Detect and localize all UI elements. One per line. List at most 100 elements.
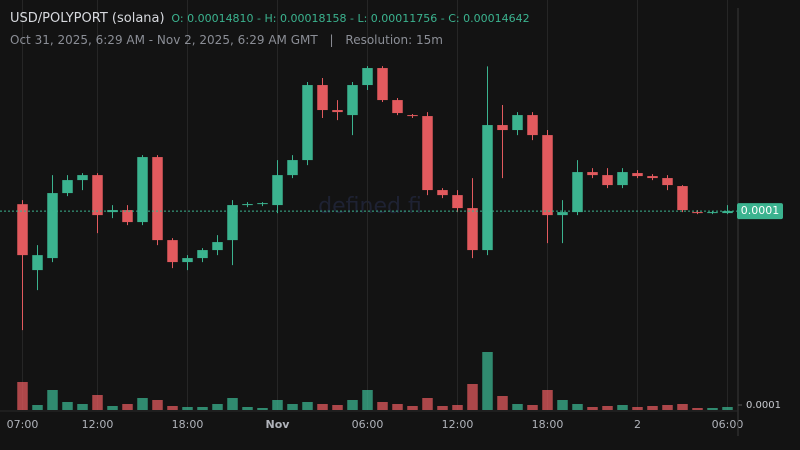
candle-body — [647, 176, 658, 179]
candle-body — [527, 115, 538, 136]
volume-bar — [137, 398, 148, 410]
candle-body — [452, 195, 463, 209]
candle-body — [692, 212, 703, 214]
candle-body — [122, 210, 133, 223]
candle-body — [347, 85, 358, 116]
volume-bar — [392, 404, 403, 410]
volume-bar — [17, 382, 28, 410]
x-tick-label: 06:00 — [352, 418, 384, 431]
candle-body — [392, 100, 403, 114]
volume-bar — [572, 404, 583, 410]
volume-bar — [722, 407, 733, 410]
candle-body — [332, 110, 343, 113]
volume-bar — [557, 400, 568, 410]
candle-body — [302, 85, 313, 161]
x-tick-label: 12:00 — [82, 418, 114, 431]
candle-body — [227, 205, 238, 241]
volume-bar — [317, 404, 328, 410]
volume-bar — [422, 398, 433, 410]
subheader: Oct 31, 2025, 6:29 AM - Nov 2, 2025, 6:2… — [10, 33, 443, 47]
candle-body — [212, 242, 223, 251]
candle-body — [317, 85, 328, 111]
last-price-label: 0.0001 — [741, 204, 780, 217]
candle-body — [677, 186, 688, 211]
volume-bar — [512, 404, 523, 410]
candle-body — [377, 68, 388, 101]
volume-bar — [257, 408, 268, 410]
y2-tick-label: 0.0001 — [746, 400, 781, 411]
volume-bar — [662, 405, 673, 410]
volume-bar — [212, 404, 223, 410]
candle-body — [32, 255, 43, 271]
volume-bar — [377, 402, 388, 410]
volume-bar — [302, 402, 313, 410]
volume-bar — [92, 395, 103, 410]
candle-body — [557, 212, 568, 216]
x-tick-label: 07:00 — [7, 418, 39, 431]
header: USD/POLYPORT (solana) O: 0.00014810 - H:… — [10, 11, 530, 26]
candle-body — [182, 258, 193, 263]
candle-body — [47, 193, 58, 259]
volume-bar — [707, 408, 718, 410]
candle-body — [272, 175, 283, 206]
candle-body — [422, 116, 433, 191]
candle-body — [62, 180, 73, 194]
volume-bar — [362, 390, 373, 410]
separator: | — [329, 33, 334, 47]
volume-bar — [152, 400, 163, 410]
volume-bar — [647, 406, 658, 410]
volume-bar — [497, 396, 508, 410]
volume-bar — [287, 404, 298, 410]
volume-bar — [182, 407, 193, 410]
volume-bar — [167, 406, 178, 410]
x-tick-label: 18:00 — [172, 418, 204, 431]
candle-body — [482, 125, 493, 251]
candle-body — [17, 204, 28, 256]
candle-body — [437, 190, 448, 196]
candle-body — [152, 157, 163, 241]
volume-bar — [332, 405, 343, 410]
volume-bar — [227, 398, 238, 410]
candle-body — [77, 175, 88, 181]
volume-bar — [452, 405, 463, 410]
volume-bar — [542, 390, 553, 410]
volume-bar — [437, 406, 448, 410]
chart-title: USD/POLYPORT (solana) — [10, 11, 165, 26]
candle-body — [467, 208, 478, 251]
candle-body — [662, 178, 673, 186]
volume-bar — [602, 406, 613, 410]
volume-bar — [482, 352, 493, 410]
watermark: defined.fi — [318, 194, 422, 219]
candle-body — [137, 157, 148, 223]
volume-bar — [107, 406, 118, 410]
candle-body — [602, 175, 613, 186]
candle-body — [587, 172, 598, 176]
last-price-tag — [737, 203, 783, 220]
x-tick-label: Nov — [266, 418, 291, 431]
volume-bar — [197, 407, 208, 410]
candle-body — [197, 250, 208, 259]
date-range: Oct 31, 2025, 6:29 AM - Nov 2, 2025, 6:2… — [10, 33, 318, 47]
volume-bar — [62, 402, 73, 410]
x-tick-label: 2 — [634, 418, 641, 431]
volume-bar — [587, 407, 598, 410]
candle-body — [542, 135, 553, 216]
candle-body — [167, 240, 178, 263]
volume-bar — [407, 406, 418, 410]
x-tick-label: 12:00 — [442, 418, 474, 431]
x-tick-label: 06:00 — [712, 418, 744, 431]
candle-body — [512, 115, 523, 131]
volume-bar — [677, 404, 688, 410]
volume-bar — [617, 405, 628, 410]
candle-body — [497, 125, 508, 131]
volume-bar — [47, 390, 58, 410]
x-tick-label: 18:00 — [532, 418, 564, 431]
volume-bar — [242, 407, 253, 410]
candle-body — [722, 211, 733, 214]
candle-body — [257, 203, 268, 205]
volume-bar — [692, 408, 703, 410]
volume-bar — [347, 400, 358, 410]
volume-bar — [32, 405, 43, 410]
